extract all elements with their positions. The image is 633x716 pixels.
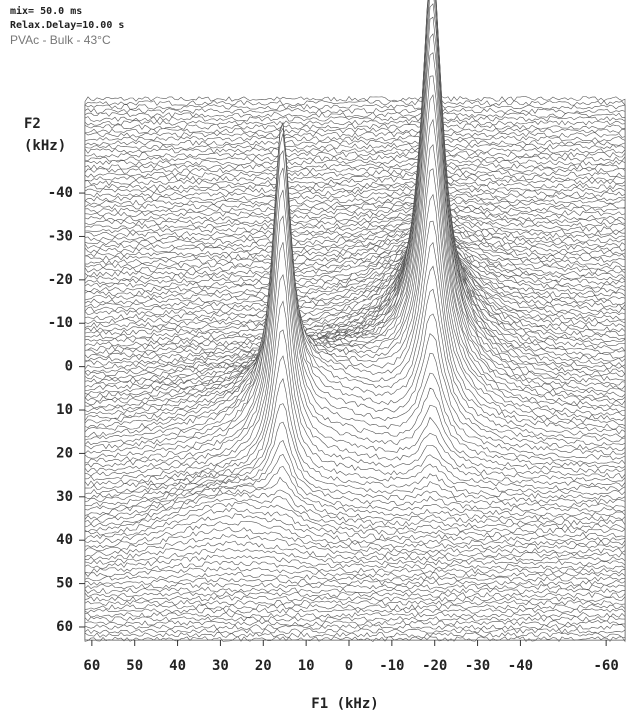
x-tick-label: 60 [83,658,100,674]
header-line: mix= 50.0 ms [10,5,82,17]
y-axis-label: (kHz) [24,138,66,154]
x-tick-label: -40 [508,658,533,674]
x-axis-label: F1 (kHz) [311,696,378,712]
y-tick-label: 0 [65,359,73,375]
x-tick-label: 20 [255,658,272,674]
x-tick-label: -20 [422,658,447,674]
y-tick-label: -10 [48,315,73,331]
x-tick-label: -10 [379,658,404,674]
y-tick-label: 40 [56,532,73,548]
x-tick-label: 10 [298,658,315,674]
y-tick-label: 20 [56,445,73,461]
x-tick-label: 30 [212,658,229,674]
x-tick-label: 0 [345,658,353,674]
y-axis-label: F2 [24,116,41,132]
surface-line [84,636,626,643]
x-tick-label: -30 [465,658,490,674]
header-line: Relax.Delay=10.00 s [10,20,124,31]
x-tick-label: 50 [126,658,143,674]
y-tick-label: 30 [56,489,73,505]
subtitle: PVAc - Bulk - 43°C [10,33,111,47]
x-tick-label: -60 [593,658,618,674]
surface [84,0,626,643]
y-tick-label: 10 [56,402,73,418]
y-tick-label: 60 [56,619,73,635]
y-tick-label: 50 [56,576,73,592]
y-tick-label: -40 [48,185,73,201]
x-tick-label: 40 [169,658,186,674]
y-tick-label: -30 [48,228,73,244]
y-tick-label: -20 [48,272,73,288]
